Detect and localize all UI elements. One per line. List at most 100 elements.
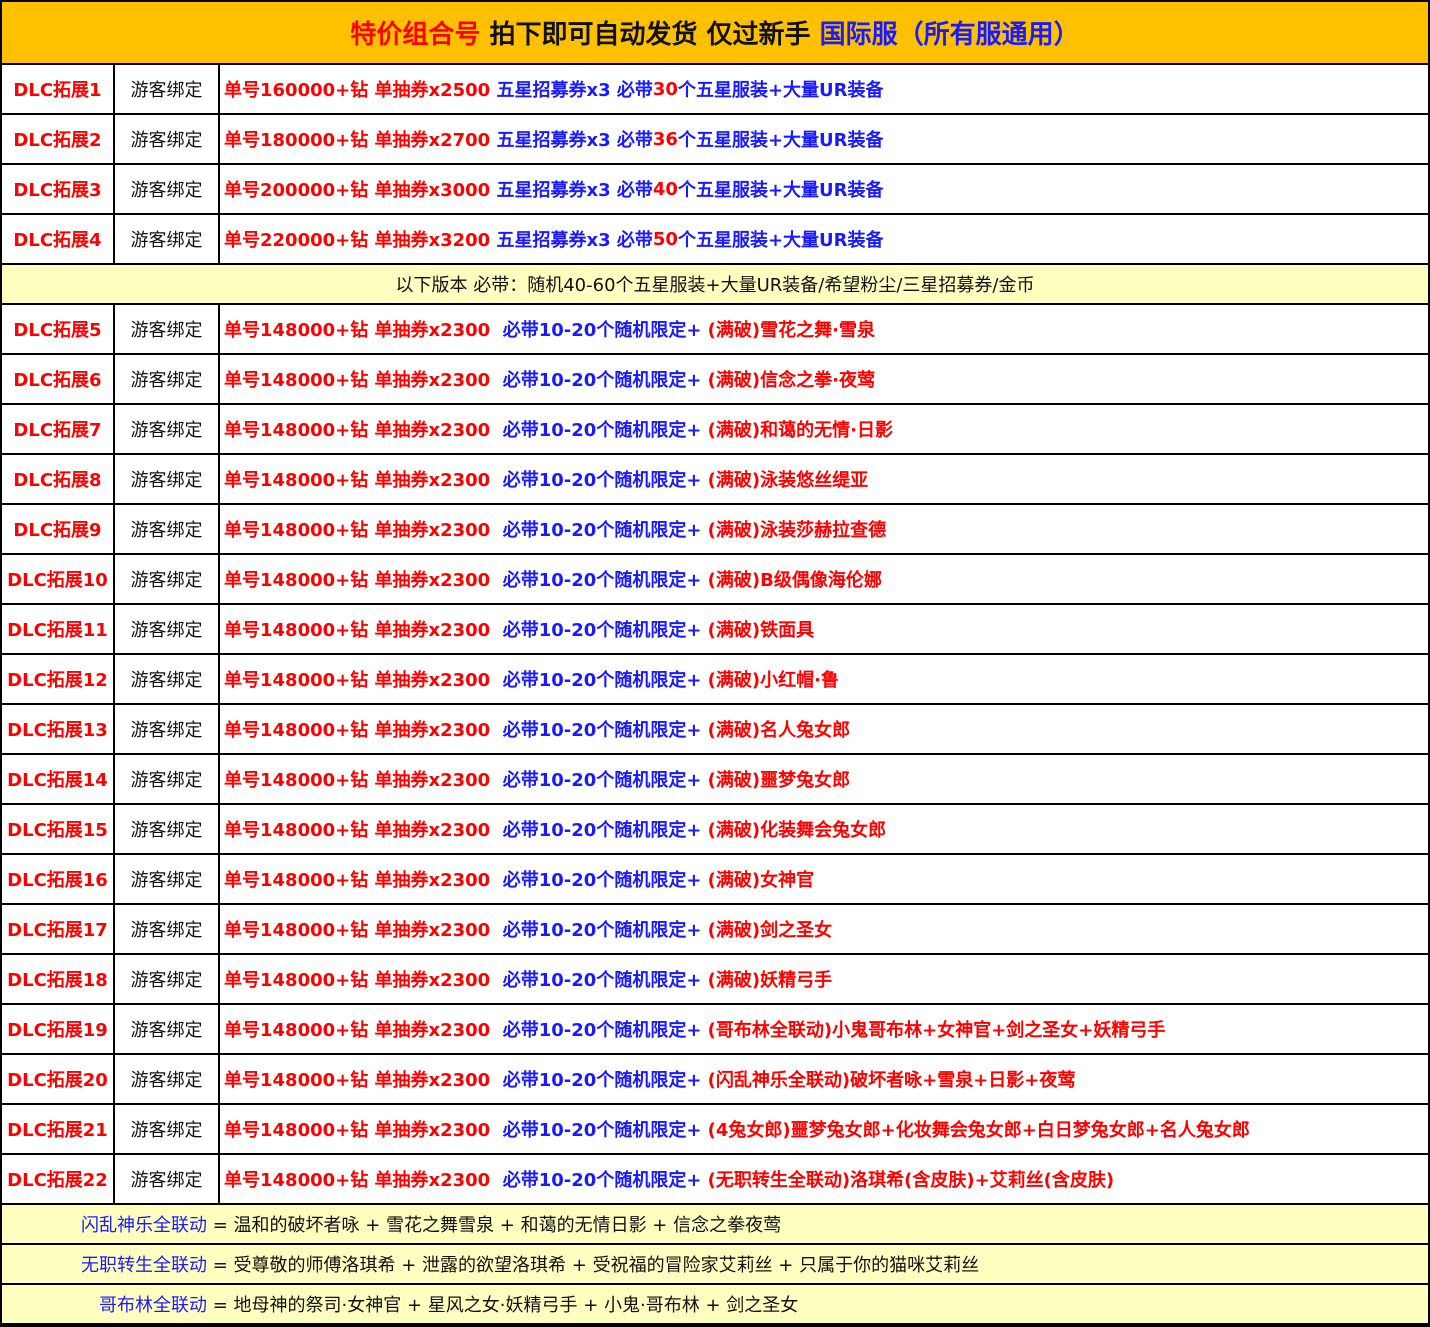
- collab-contents: = 温和的破坏者咏 + 雪花之舞雪泉 + 和蔼的无情日影 + 信念之拳夜莺: [207, 1215, 782, 1236]
- bonus-offer: 必带10-20个随机限定+: [496, 370, 708, 391]
- binding-type: 游客绑定: [115, 655, 220, 703]
- binding-type: 游客绑定: [115, 305, 220, 353]
- row-description: 单号148000+钻 单抽券x2300 必带10-20个随机限定+ (满破)小红…: [220, 655, 1428, 703]
- base-offer: 单号148000+钻 单抽券x2300: [224, 420, 497, 441]
- row-description: 单号180000+钻 单抽券x2700 五星招募券x3 必带 36 个五星服装+大量…: [220, 115, 1428, 163]
- bonus-offer: 必带10-20个随机限定+: [496, 620, 708, 641]
- limited-extra: (满破)信念之拳·夜莺: [707, 370, 875, 391]
- limited-extra: (4兔女郎)噩梦兔女郎+化妆舞会兔女郎+白日梦兔女郎+名人兔女郎: [707, 1120, 1250, 1141]
- description-segment: 个五星服装+大量UR装备: [677, 230, 884, 251]
- limited-extra: (满破)雪花之舞·雪泉: [707, 320, 875, 341]
- description-segment: 单号200000+钻 单抽券x3000: [224, 180, 497, 201]
- base-offer: 单号148000+钻 单抽券x2300: [224, 970, 497, 991]
- base-offer: 单号148000+钻 单抽券x2300: [224, 670, 497, 691]
- limited-extra: (满破)女神官: [707, 870, 815, 891]
- row-description: 单号160000+钻 单抽券x2500 五星招募券x3 必带 30 个五星服装+大量…: [220, 65, 1428, 113]
- table-row: DLC拓展18 游客绑定 单号148000+钻 单抽券x2300 必带10-20个随…: [2, 955, 1428, 1005]
- bonus-offer: 必带10-20个随机限定+: [496, 470, 708, 491]
- table-row: DLC拓展22 游客绑定 单号148000+钻 单抽券x2300 必带10-20个随…: [2, 1155, 1428, 1205]
- limited-extra: (满破)和蔼的无情·日影: [707, 420, 893, 441]
- table-row: DLC拓展11 游客绑定 单号148000+钻 单抽券x2300 必带10-20个随…: [2, 605, 1428, 655]
- binding-type: 游客绑定: [115, 1005, 220, 1053]
- row-name: DLC拓展18: [2, 955, 115, 1003]
- description-segment: 五星招募券x3 必带: [496, 80, 653, 101]
- row-description: 单号148000+钻 单抽券x2300 必带10-20个随机限定+ (满破)B级…: [220, 555, 1428, 603]
- table-row: DLC拓展2 游客绑定 单号180000+钻 单抽券x2700 五星招募券x3 必带…: [2, 115, 1428, 165]
- binding-type: 游客绑定: [115, 215, 220, 263]
- binding-type: 游客绑定: [115, 905, 220, 953]
- limited-extra: (满破)噩梦兔女郎: [707, 770, 851, 791]
- row-description: 单号148000+钻 单抽券x2300 必带10-20个随机限定+ (满破)名人…: [220, 705, 1428, 753]
- row-description: 单号148000+钻 单抽券x2300 必带10-20个随机限定+ (满破)女神…: [220, 855, 1428, 903]
- row-description: 单号148000+钻 单抽券x2300 必带10-20个随机限定+ (满破)噩梦…: [220, 755, 1428, 803]
- table-row: DLC拓展12 游客绑定 单号148000+钻 单抽券x2300 必带10-20个随…: [2, 655, 1428, 705]
- bonus-offer: 必带10-20个随机限定+: [496, 870, 708, 891]
- row-description: 单号148000+钻 单抽券x2300 必带10-20个随机限定+ (满破)剑之…: [220, 905, 1428, 953]
- table-row: DLC拓展9 游客绑定 单号148000+钻 单抽券x2300 必带10-20个随机…: [2, 505, 1428, 555]
- binding-type: 游客绑定: [115, 1055, 220, 1103]
- row-name: DLC拓展17: [2, 905, 115, 953]
- description-segment: 五星招募券x3 必带: [496, 130, 653, 151]
- description-segment: 单号220000+钻 单抽券x3200: [224, 230, 497, 251]
- bonus-offer: 必带10-20个随机限定+: [496, 770, 708, 791]
- row-description: 单号148000+钻 单抽券x2300 必带10-20个随机限定+ (满破)妖精…: [220, 955, 1428, 1003]
- table-row: DLC拓展10 游客绑定 单号148000+钻 单抽券x2300 必带10-20个随…: [2, 555, 1428, 605]
- row-description: 单号148000+钻 单抽券x2300 必带10-20个随机限定+ (无职转生全…: [220, 1155, 1428, 1203]
- row-description: 单号148000+钻 单抽券x2300 必带10-20个随机限定+ (4兔女郎)…: [220, 1105, 1428, 1153]
- table-row: DLC拓展1 游客绑定 单号160000+钻 单抽券x2500 五星招募券x3 必带…: [2, 65, 1428, 115]
- binding-type: 游客绑定: [115, 115, 220, 163]
- row-name: DLC拓展15: [2, 805, 115, 853]
- row-name: DLC拓展8: [2, 455, 115, 503]
- table-row: DLC拓展21 游客绑定 单号148000+钻 单抽券x2300 必带10-20个随…: [2, 1105, 1428, 1155]
- table-row: DLC拓展19 游客绑定 单号148000+钻 单抽券x2300 必带10-20个随…: [2, 1005, 1428, 1055]
- binding-type: 游客绑定: [115, 165, 220, 213]
- row-description: 单号148000+钻 单抽券x2300 必带10-20个随机限定+ (满破)雪花…: [220, 305, 1428, 353]
- bonus-offer: 必带10-20个随机限定+: [496, 1020, 708, 1041]
- description-segment: 单号160000+钻 单抽券x2500: [224, 80, 497, 101]
- binding-type: 游客绑定: [115, 1105, 220, 1153]
- table-row: DLC拓展7 游客绑定 单号148000+钻 单抽券x2300 必带10-20个随机…: [2, 405, 1428, 455]
- limited-extra: (满破)名人兔女郎: [707, 720, 851, 741]
- row-name: DLC拓展11: [2, 605, 115, 653]
- binding-type: 游客绑定: [115, 1155, 220, 1203]
- base-offer: 单号148000+钻 单抽券x2300: [224, 770, 497, 791]
- limited-extra: (满破)剑之圣女: [707, 920, 833, 941]
- row-description: 单号148000+钻 单抽券x2300 必带10-20个随机限定+ (满破)铁面…: [220, 605, 1428, 653]
- row-name: DLC拓展22: [2, 1155, 115, 1203]
- limited-extra: (满破)化装舞会兔女郎: [707, 820, 887, 841]
- row-name: DLC拓展5: [2, 305, 115, 353]
- row-name: DLC拓展7: [2, 405, 115, 453]
- row-description: 单号148000+钻 单抽券x2300 必带10-20个随机限定+ (哥布林全联…: [220, 1005, 1428, 1053]
- limited-extra: (哥布林全联动)小鬼哥布林+女神官+剑之圣女+妖精弓手: [707, 1020, 1166, 1041]
- bonus-offer: 必带10-20个随机限定+: [496, 1170, 708, 1191]
- description-segment: 36: [652, 128, 678, 150]
- binding-type: 游客绑定: [115, 855, 220, 903]
- binding-type: 游客绑定: [115, 605, 220, 653]
- binding-type: 游客绑定: [115, 555, 220, 603]
- limited-extra: (满破)妖精弓手: [707, 970, 833, 991]
- limited-extra: (满破)小红帽·鲁: [707, 670, 839, 691]
- limited-extra: (无职转生全联动)洛琪希(含皮肤)+艾莉丝(含皮肤): [707, 1170, 1115, 1191]
- description-segment: 个五星服装+大量UR装备: [677, 180, 884, 201]
- base-offer: 单号148000+钻 单抽券x2300: [224, 920, 497, 941]
- row-name: DLC拓展1: [2, 65, 115, 113]
- bonus-offer: 必带10-20个随机限定+: [496, 1120, 708, 1141]
- row-name: DLC拓展10: [2, 555, 115, 603]
- row-description: 单号148000+钻 单抽券x2300 必带10-20个随机限定+ (满破)信念…: [220, 355, 1428, 403]
- row-description: 单号148000+钻 单抽券x2300 必带10-20个随机限定+ (满破)和蔼…: [220, 405, 1428, 453]
- limited-extra: (满破)铁面具: [707, 620, 815, 641]
- bonus-offer: 必带10-20个随机限定+: [496, 920, 708, 941]
- collab-contents: = 地母神的祭司·女神官 + 星风之女·妖精弓手 + 小鬼·哥布林 + 剑之圣女: [207, 1295, 799, 1316]
- header-title-promo: 特价组合号: [350, 20, 481, 50]
- binding-type: 游客绑定: [115, 65, 220, 113]
- row-name: DLC拓展3: [2, 165, 115, 213]
- row-name: DLC拓展20: [2, 1055, 115, 1103]
- row-name: DLC拓展16: [2, 855, 115, 903]
- collab-label: 闪乱神乐全联动: [81, 1215, 207, 1236]
- table-row: DLC拓展8 游客绑定 单号148000+钻 单抽券x2300 必带10-20个随机…: [2, 455, 1428, 505]
- description-segment: 单号180000+钻 单抽券x2700: [224, 130, 497, 151]
- description-segment: 五星招募券x3 必带: [496, 180, 653, 201]
- binding-type: 游客绑定: [115, 955, 220, 1003]
- table-row: DLC拓展20 游客绑定 单号148000+钻 单抽券x2300 必带10-20个随…: [2, 1055, 1428, 1105]
